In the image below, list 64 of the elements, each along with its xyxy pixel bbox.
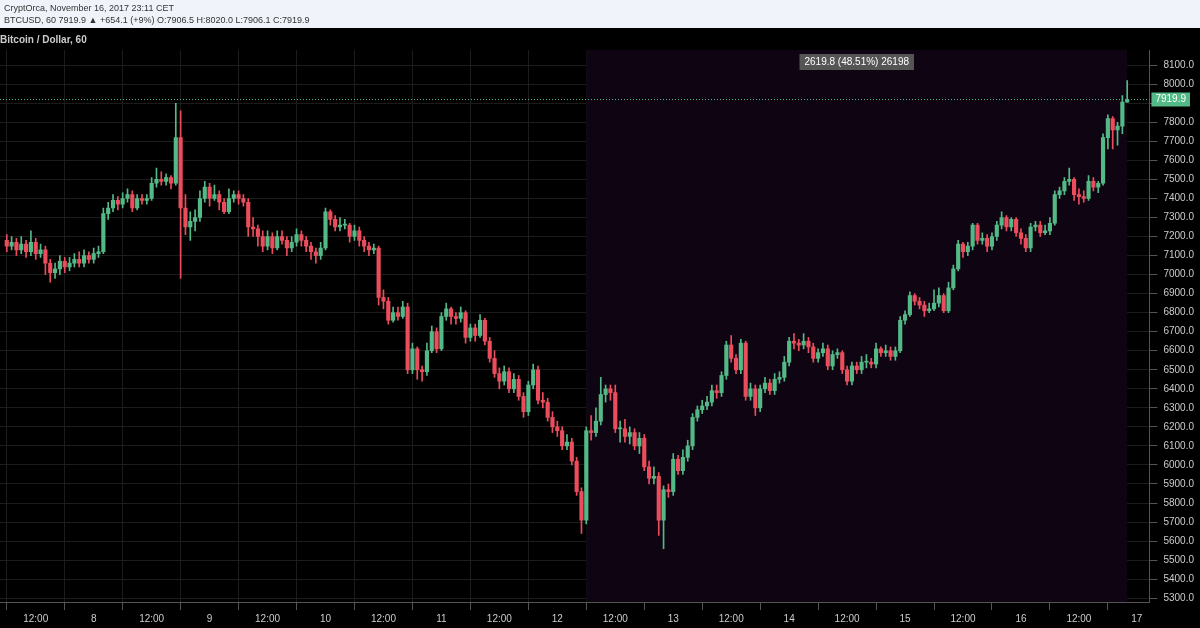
y-tick-label: 6400.0 — [1163, 382, 1195, 394]
y-tick-label: 7800.0 — [1163, 116, 1195, 128]
x-tick-label: 12:00 — [950, 612, 976, 624]
band-label: 2619.8 (48.51%) 26198 — [804, 55, 910, 67]
x-tick-label: 17 — [1131, 612, 1143, 624]
y-tick-label: 5400.0 — [1163, 572, 1195, 584]
y-tick-label: 7100.0 — [1163, 249, 1195, 261]
y-tick-label: 5300.0 — [1163, 591, 1195, 603]
x-tick-label: 12:00 — [139, 612, 165, 624]
candlestick — [714, 384, 719, 399]
y-tick-label: 5800.0 — [1163, 496, 1195, 508]
y-tick-label: 8100.0 — [1163, 58, 1195, 70]
y-tick-label: 7700.0 — [1163, 135, 1195, 147]
candlestick — [618, 420, 623, 443]
x-tick-label: 12:00 — [602, 612, 629, 624]
y-tick-label: 6300.0 — [1163, 401, 1195, 413]
x-tick-label: 12:00 — [255, 612, 281, 624]
x-tick-label: 12 — [551, 612, 564, 624]
candlestick — [1125, 80, 1130, 103]
x-tick-label: 14 — [783, 612, 796, 624]
x-tick-label: 12:00 — [834, 612, 861, 624]
y-tick-label: 6700.0 — [1163, 325, 1195, 337]
x-tick-label: 10 — [319, 612, 332, 624]
y-tick-label: 6800.0 — [1163, 306, 1195, 318]
x-tick-label: 11 — [436, 612, 448, 624]
y-tick-label: 6900.0 — [1163, 287, 1195, 299]
y-tick-label: 7600.0 — [1163, 154, 1195, 166]
y-tick-label: 6200.0 — [1163, 420, 1195, 432]
y-tick-label: 7200.0 — [1163, 230, 1195, 242]
candlestick — [883, 344, 888, 357]
ref-line-label: 7919.9 — [1155, 93, 1187, 105]
y-tick-label: 7400.0 — [1163, 192, 1195, 204]
candlestick — [159, 171, 164, 186]
candlestick — [980, 232, 985, 245]
y-tick-label: 6000.0 — [1163, 458, 1195, 470]
x-tick-label: 9 — [206, 612, 213, 624]
x-tick-label: 12:00 — [1066, 612, 1092, 624]
x-tick-label: 8 — [90, 612, 97, 624]
x-tick-label: 12:00 — [486, 612, 513, 624]
candlestick — [139, 194, 145, 205]
y-tick-label: 6600.0 — [1163, 344, 1195, 356]
y-tick-label: 6500.0 — [1163, 363, 1195, 375]
y-tick-label: 7500.0 — [1163, 173, 1195, 185]
x-tick-label: 13 — [667, 612, 680, 624]
x-tick-label: 12:00 — [718, 612, 745, 624]
y-tick-label: 5500.0 — [1163, 553, 1195, 565]
candlestick — [589, 415, 594, 441]
x-tick-label: 16 — [1015, 612, 1027, 624]
y-tick-label: 5700.0 — [1163, 515, 1195, 527]
candlestick — [453, 312, 458, 325]
y-tick-label: 7300.0 — [1163, 211, 1195, 223]
x-tick-label: 12:00 — [370, 612, 397, 624]
x-tick-label: 15 — [899, 612, 912, 624]
candlestick — [1081, 190, 1086, 203]
y-tick-label: 6100.0 — [1163, 439, 1195, 451]
candlestick — [651, 466, 656, 485]
text: CryptOrca, November 16, 2017 23:11 CET — [4, 2, 175, 14]
chart-subtitle: BTCUSD, 60 7919.9 ▲ +654.1 (+9%) O:7906.5 H:8020.0 L:7906.1 C:7919.9 — [4, 14, 311, 26]
y-tick-label: 5600.0 — [1163, 534, 1195, 546]
chart-title: Bitcoin / Dollar, 60 — [0, 33, 88, 45]
x-tick-label: 12:00 — [23, 612, 49, 624]
y-tick-label: 5900.0 — [1163, 477, 1195, 489]
y-tick-label: 7000.0 — [1163, 268, 1195, 280]
y-tick-label: 8000.0 — [1163, 78, 1195, 90]
